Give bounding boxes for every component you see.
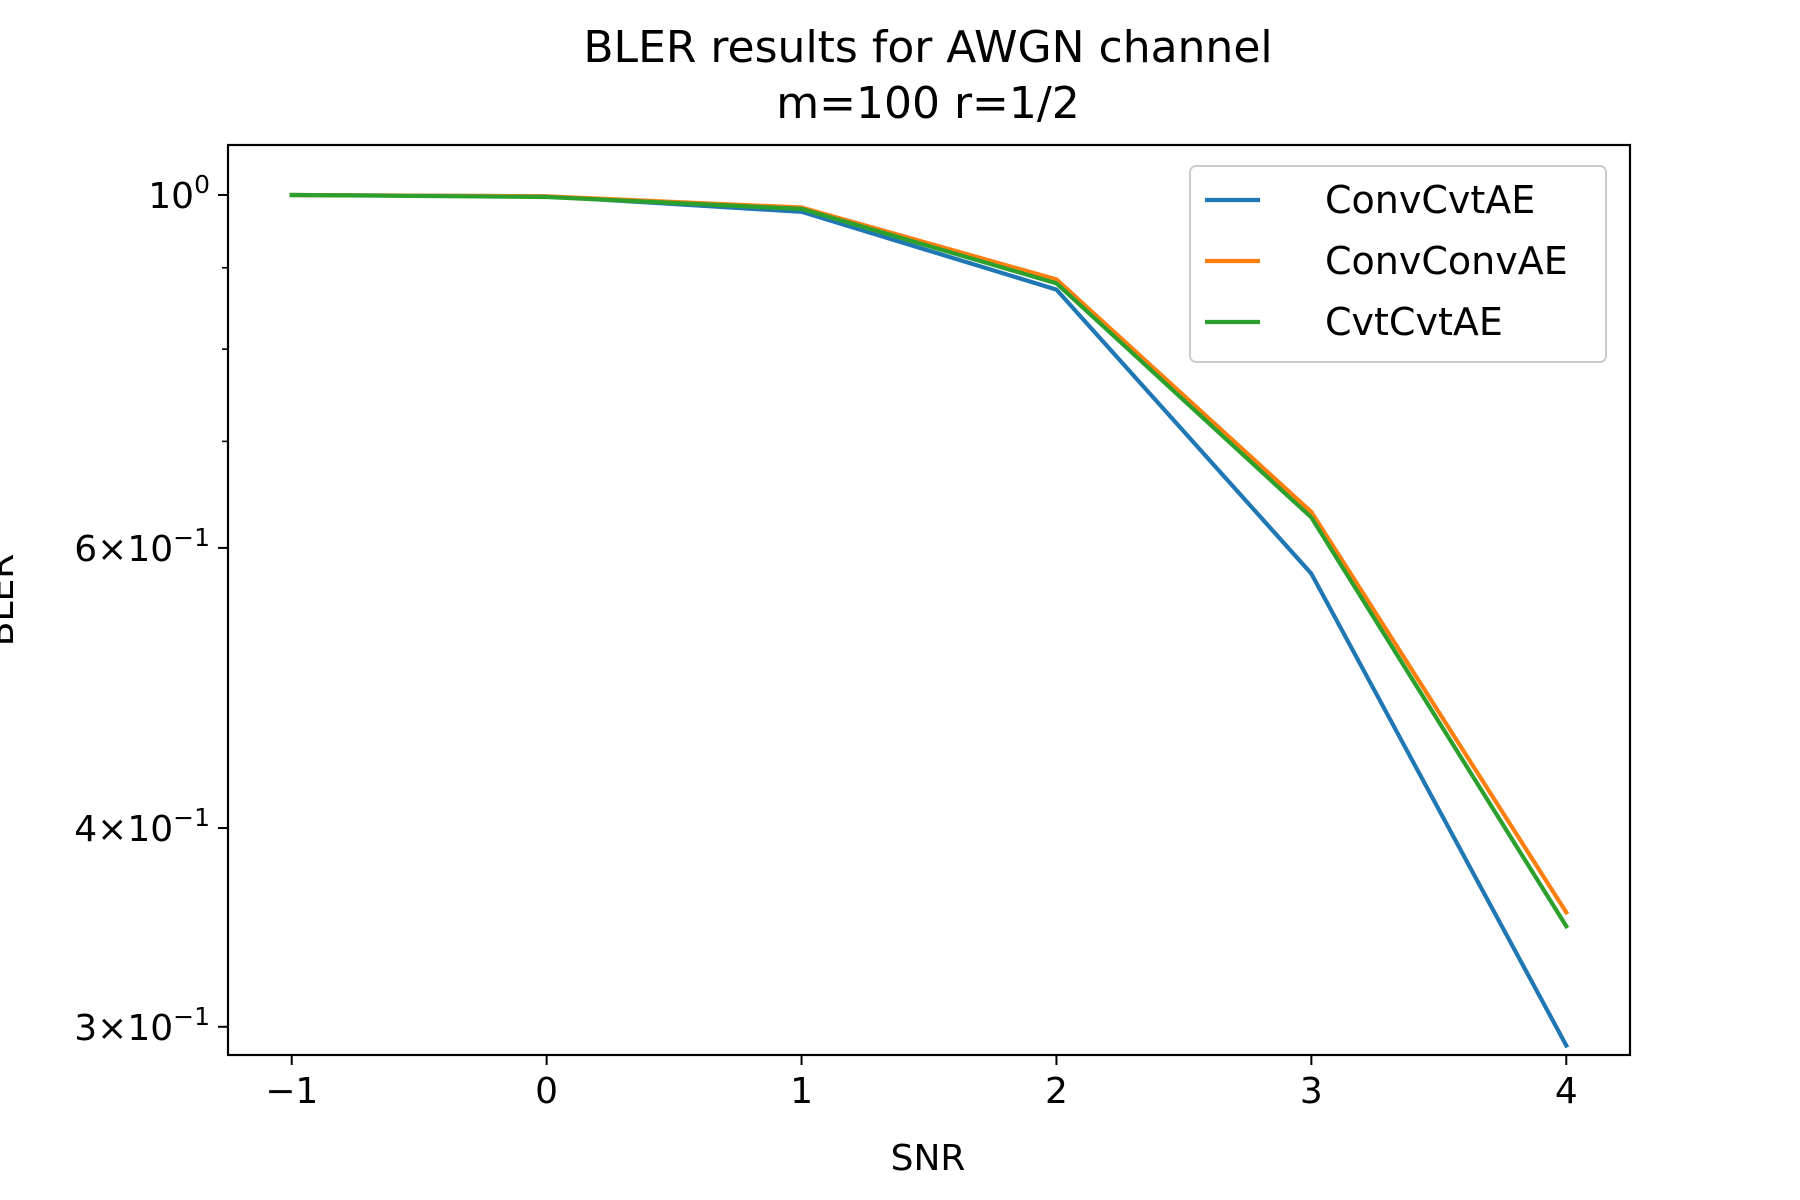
legend-label-convconvae: ConvConvAE (1325, 239, 1568, 283)
x-tick-label: 4 (1555, 1071, 1578, 1112)
x-axis-label: SNR (891, 1138, 966, 1179)
y-tick-label: 4×10−1 (74, 803, 210, 850)
x-tick-label: −1 (265, 1071, 318, 1112)
x-tick-label: 2 (1045, 1071, 1068, 1112)
series-layer (289, 192, 1570, 1049)
legend-label-cvtcvtae: CvtCvtAE (1325, 300, 1503, 344)
x-tick-label: 3 (1300, 1071, 1323, 1112)
y-axis: 100 6×10−1 4×10−1 3×10−1 (74, 170, 228, 1049)
y-axis-label: BLER (0, 554, 22, 647)
y-tick-label: 3×10−1 (74, 1002, 210, 1049)
x-tick-label: 1 (790, 1071, 813, 1112)
legend: ConvCvtAE ConvConvAE CvtCvtAE (1189, 165, 1607, 363)
y-tick-label: 100 (148, 170, 210, 217)
legend-box (1189, 165, 1607, 363)
series-line-cvtcvtae (289, 192, 1570, 930)
y-tick-label: 6×10−1 (74, 523, 210, 570)
x-axis: −1 0 1 2 3 4 (265, 1055, 1578, 1112)
legend-label-convcvtae: ConvCvtAE (1325, 178, 1535, 222)
plot-frame (226, 143, 1632, 1057)
chart-subtitle: m=100 r=1/2 (776, 78, 1079, 129)
x-tick-label: 0 (535, 1071, 558, 1112)
chart-title: BLER results for AWGN channel (583, 22, 1272, 73)
